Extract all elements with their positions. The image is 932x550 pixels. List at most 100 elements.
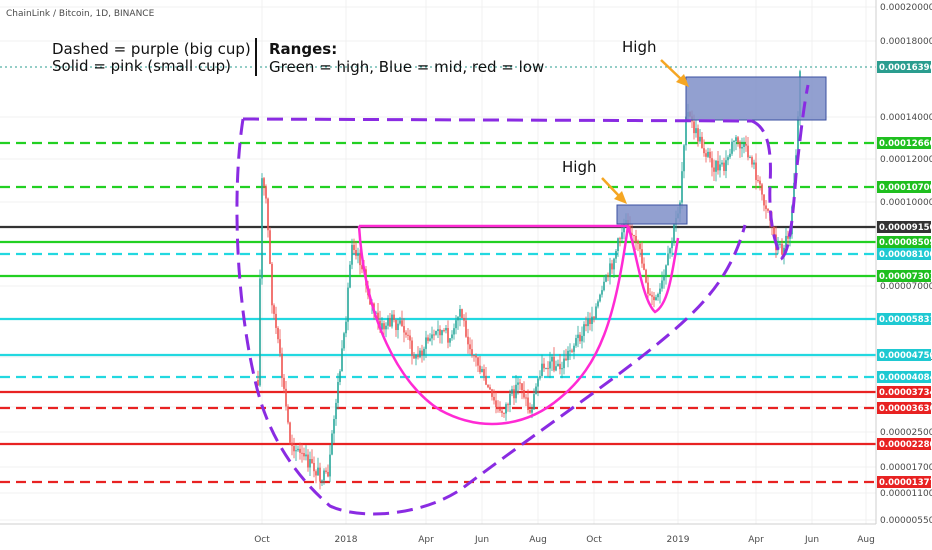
candle-body [637, 241, 639, 244]
candle-body [525, 397, 527, 399]
y-tick-label: 0.00014000 [880, 113, 932, 123]
candle-body [749, 157, 751, 159]
candle-body [529, 409, 531, 413]
price-level-tag [877, 438, 931, 450]
candle-body [743, 143, 745, 147]
price-level-tag-label: 0.00003636 [879, 404, 932, 414]
candle-body [723, 162, 725, 171]
candle-body [335, 402, 337, 419]
candle-body [725, 160, 727, 171]
candle-body [481, 369, 483, 373]
high-range-box-lower [616, 204, 688, 225]
candle-body [405, 332, 407, 335]
candle-body [471, 349, 473, 356]
candle-body [381, 323, 383, 330]
candle-body [711, 158, 713, 168]
ranges-text: Green = high, Blue = mid, red = low [269, 58, 544, 76]
candle-body [279, 339, 281, 354]
candle-body [571, 350, 573, 352]
candle-body [673, 224, 675, 242]
high-label-lower: High [562, 158, 596, 176]
candle-body [495, 400, 497, 408]
price-level-tags: 0.00016396 0.00012660 0.00010700 0.00009150… [877, 61, 932, 488]
x-tick-label: Oct [586, 535, 602, 545]
small-cup-outline [357, 225, 630, 426]
candle-body [355, 249, 357, 256]
candle-body [651, 295, 653, 297]
candle-body [569, 350, 571, 352]
legend-text-line-2: Solid = pink (small cup) [52, 57, 231, 75]
candle-body [305, 454, 307, 457]
candle-body [457, 316, 459, 321]
candle-body [669, 248, 671, 254]
candle-body [415, 355, 417, 359]
candle-body [515, 384, 517, 399]
candle-body [795, 155, 797, 183]
candle-body [647, 282, 649, 294]
price-level-tag [877, 349, 931, 361]
candle-body [477, 357, 479, 366]
candle-body [599, 294, 601, 302]
candle-body [597, 301, 599, 307]
candle-body [547, 368, 549, 370]
candle-body [567, 350, 569, 361]
candle-body [313, 463, 315, 472]
candle-body [499, 408, 501, 411]
candle-body [773, 226, 775, 235]
x-tick-label: Aug [857, 535, 875, 545]
candle-body [393, 314, 395, 320]
candle-body [701, 136, 703, 149]
price-level-tag-label: 0.00016396 [879, 63, 932, 73]
candle-body [655, 297, 657, 301]
candle-body [763, 194, 765, 206]
candle-body [745, 143, 747, 146]
candle-body [545, 368, 547, 370]
candle-body [587, 319, 589, 327]
candle-body [633, 234, 635, 237]
candle-body [311, 459, 313, 464]
candle-body [281, 353, 283, 378]
price-level-tag [877, 61, 931, 73]
candle-body [389, 318, 391, 327]
candle-body [323, 470, 325, 481]
price-level-tag [877, 371, 931, 383]
candle-body [509, 393, 511, 406]
candle-body [619, 238, 621, 240]
candle-body [479, 365, 481, 373]
candle-body [635, 236, 637, 242]
price-level-tag [877, 236, 931, 248]
price-level-tag-label: 0.00007301 [879, 272, 932, 282]
candle-body [263, 178, 265, 187]
y-tick-label: 0.00000550 [880, 516, 932, 526]
candle-body [539, 375, 541, 379]
candle-body [607, 275, 609, 277]
candle-body [739, 142, 741, 149]
candle-body [671, 241, 673, 249]
candle-body [527, 397, 529, 410]
candle-body [357, 254, 359, 256]
candle-body [485, 375, 487, 385]
candle-body [757, 179, 759, 181]
big-cup-outline [235, 118, 747, 516]
candle-body [561, 368, 563, 370]
candle-body [359, 254, 361, 266]
candle-body [489, 387, 491, 390]
candle-body [425, 337, 427, 349]
candle-body [519, 382, 521, 384]
candle-body [289, 422, 291, 443]
candle-body [427, 337, 429, 341]
candle-body [511, 389, 513, 394]
candle-body [791, 206, 793, 235]
candle-body [301, 452, 303, 454]
candle-body [645, 269, 647, 283]
candle-body [533, 394, 535, 410]
price-level-tag [877, 248, 931, 260]
candle-body [285, 388, 287, 407]
candle-body [317, 467, 319, 476]
candle-body [535, 386, 537, 395]
candle-body [417, 355, 419, 358]
candle-body [621, 232, 623, 239]
candle-body [303, 453, 305, 457]
candle-body [779, 243, 781, 245]
